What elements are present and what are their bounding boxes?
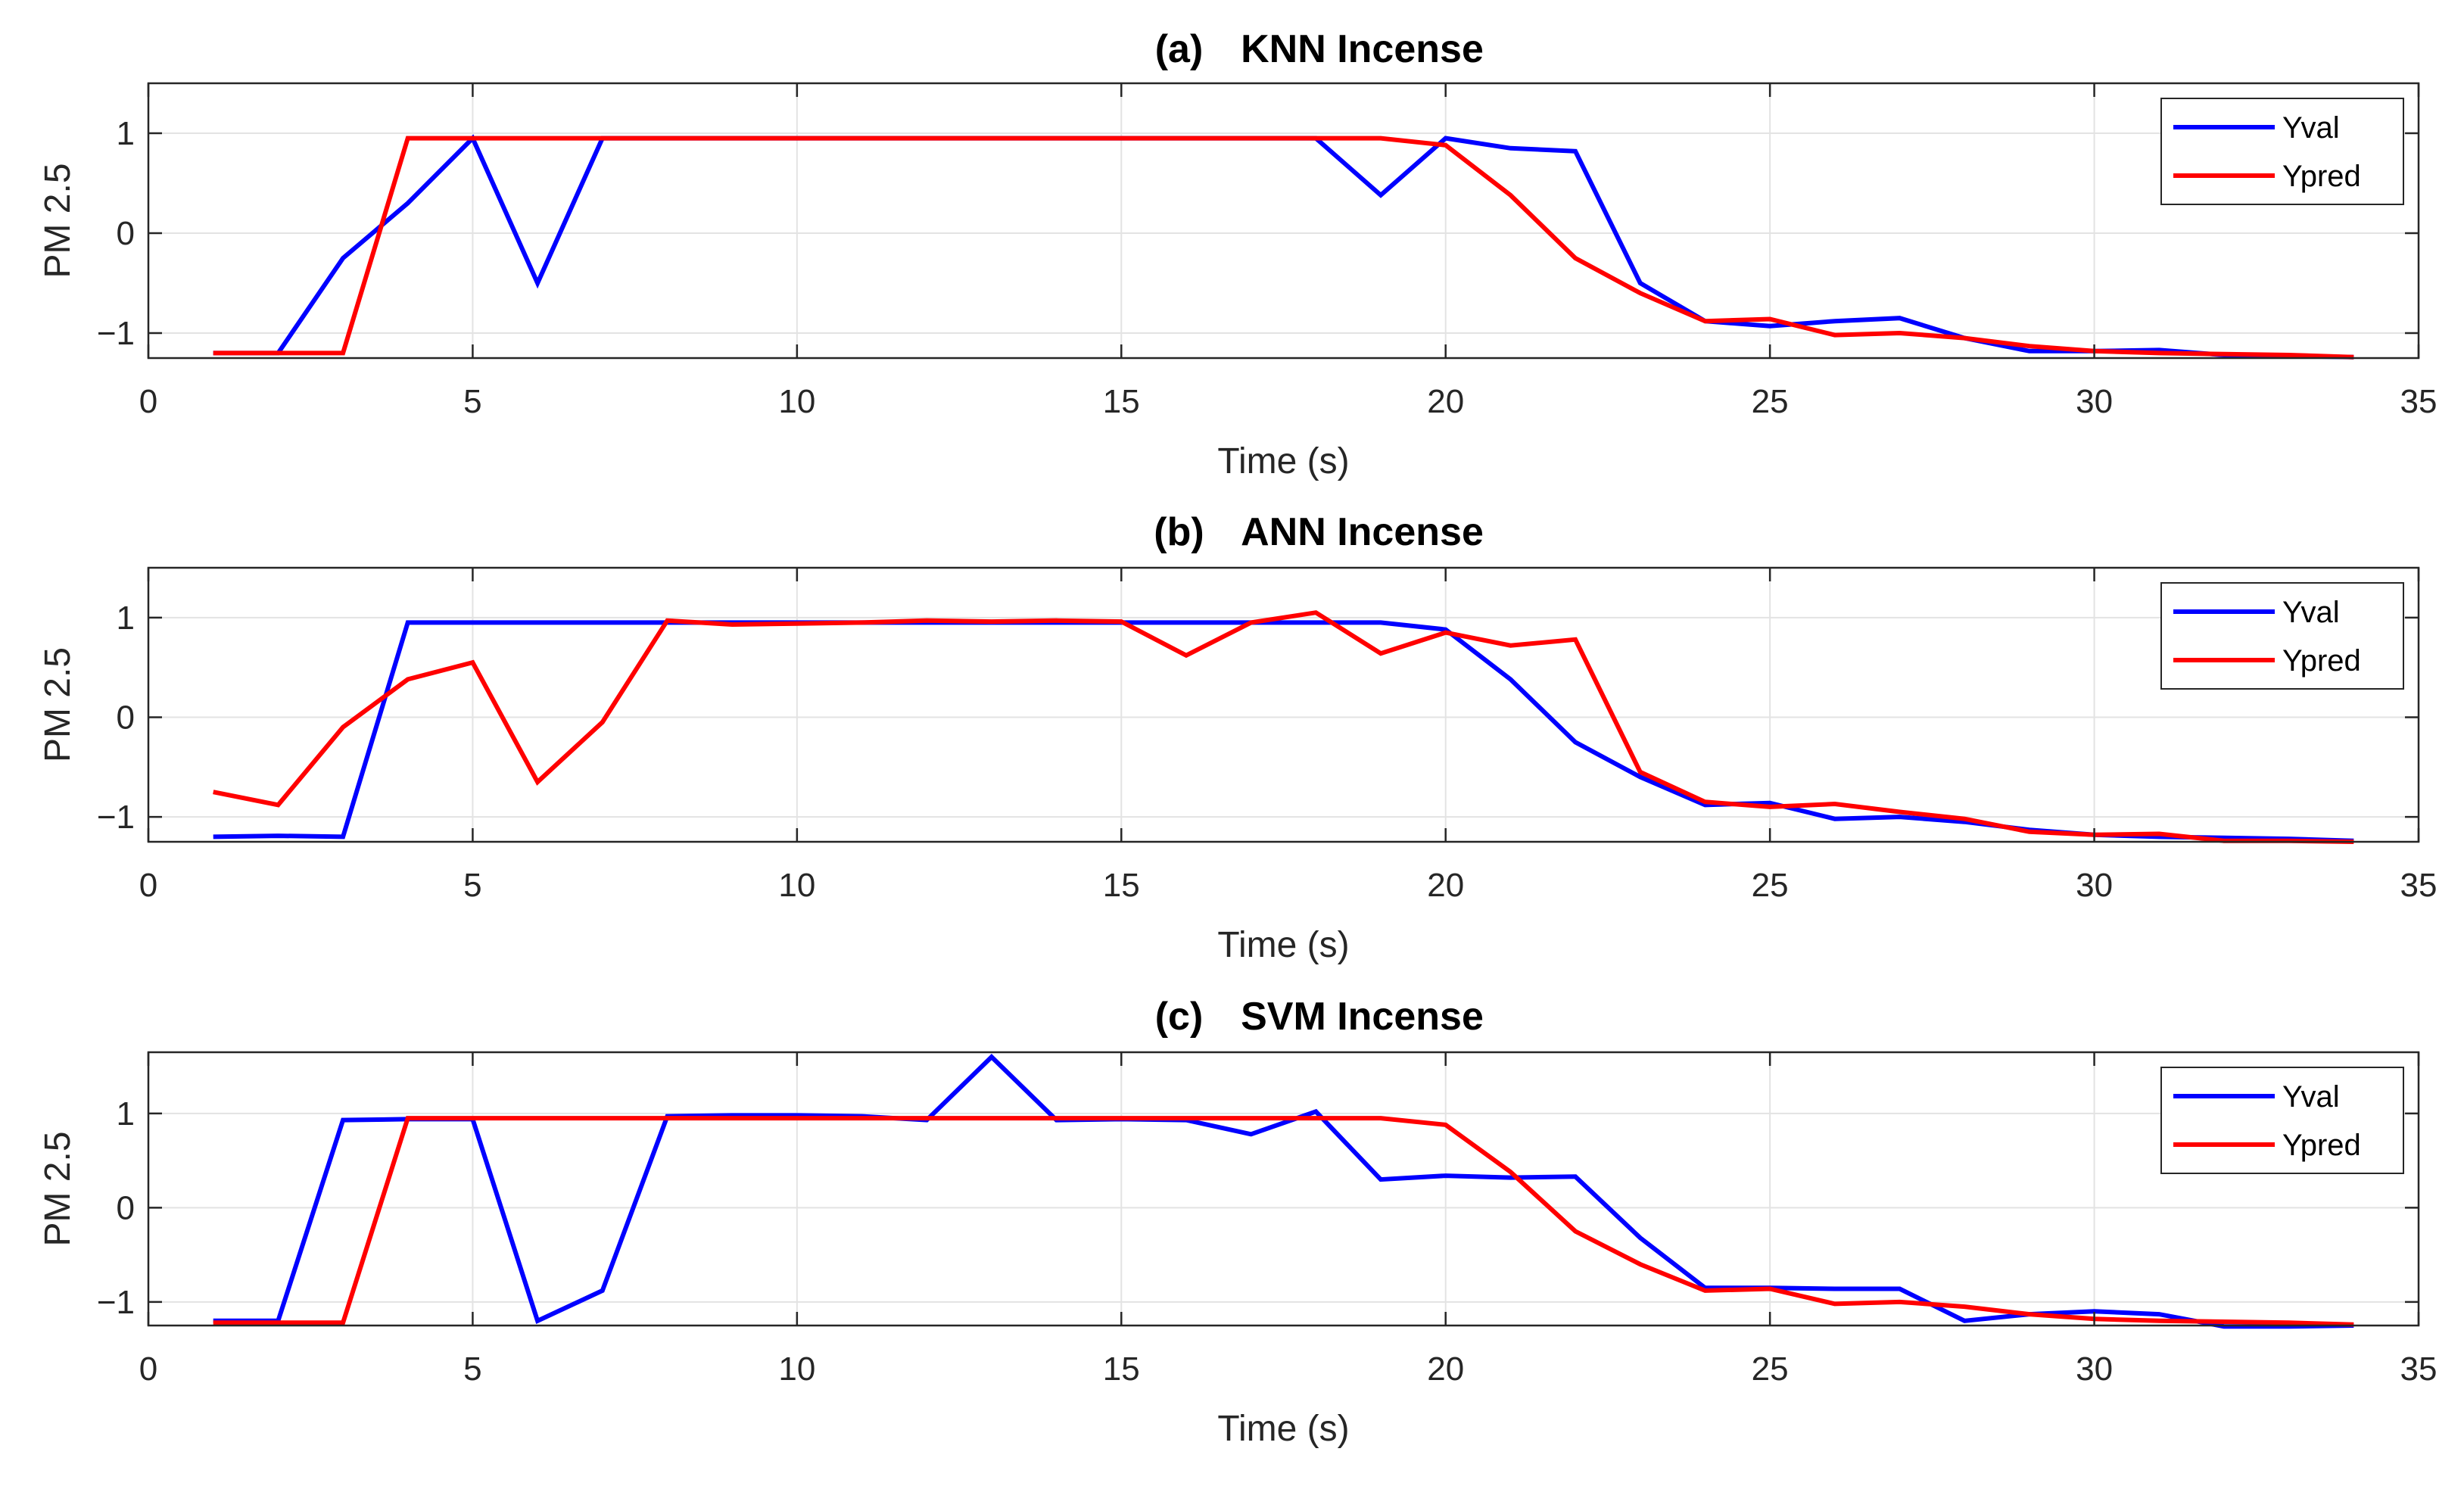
- y-tick-label: −1: [97, 315, 135, 352]
- x-tick-label: 0: [139, 383, 157, 420]
- x-tick-label: 10: [778, 383, 815, 420]
- x-tick-label: 15: [1103, 1350, 1140, 1388]
- panel-title: ANN Incense: [1241, 510, 1484, 554]
- legend-label-yval: Yval: [2282, 111, 2340, 145]
- x-axis-label: Time (s): [1217, 441, 1349, 481]
- x-tick-label: 10: [778, 867, 815, 904]
- x-tick-label: 25: [1752, 1350, 1789, 1388]
- series-line-ypred: [213, 1116, 2354, 1327]
- plot-area: [148, 83, 2419, 358]
- legend-box: [2160, 98, 2404, 205]
- panel-title: SVM Incense: [1241, 995, 1484, 1039]
- series-line-ypred: [213, 610, 2354, 844]
- y-tick-label: 1: [117, 600, 135, 637]
- legend-label-ypred: Ypred: [2282, 644, 2361, 678]
- x-tick-label: 30: [2076, 1350, 2113, 1388]
- x-tick-label: 35: [2400, 383, 2438, 420]
- panel-label: (a): [1155, 27, 1204, 71]
- x-tick-label: 5: [463, 1350, 481, 1388]
- plot-area: [148, 568, 2419, 842]
- panel-title: KNN Incense: [1241, 27, 1484, 71]
- y-axis-label: PM 2.5: [38, 647, 78, 762]
- series-line-yval: [213, 1054, 2354, 1329]
- legend-box: [2160, 1067, 2404, 1174]
- x-tick-label: 5: [463, 383, 481, 420]
- x-tick-label: 25: [1752, 383, 1789, 420]
- y-tick-label: −1: [97, 799, 135, 836]
- x-tick-label: 10: [778, 1350, 815, 1388]
- panel-label: (c): [1155, 995, 1204, 1039]
- y-tick-label: −1: [97, 1284, 135, 1321]
- x-tick-label: 15: [1103, 867, 1140, 904]
- axes-frame: [147, 1051, 2420, 1327]
- y-axis-label: PM 2.5: [38, 163, 78, 278]
- plot-area: [148, 1052, 2419, 1326]
- y-axis-label: PM 2.5: [38, 1131, 78, 1246]
- x-tick-label: 30: [2076, 383, 2113, 420]
- x-tick-label: 5: [463, 867, 481, 904]
- axes-frame: [147, 566, 2420, 843]
- series-line-ypred: [213, 136, 2354, 360]
- y-tick-label: 1: [117, 115, 135, 152]
- y-tick-label: 0: [117, 699, 135, 736]
- legend-label-yval: Yval: [2282, 1080, 2340, 1114]
- x-tick-label: 25: [1752, 867, 1789, 904]
- y-tick-label: 0: [117, 1189, 135, 1226]
- y-tick-label: 1: [117, 1095, 135, 1132]
- x-tick-label: 15: [1103, 383, 1140, 420]
- x-tick-label: 0: [139, 1350, 157, 1388]
- legend-label-ypred: Ypred: [2282, 1129, 2361, 1162]
- legend-label-yval: Yval: [2282, 596, 2340, 629]
- x-tick-label: 20: [1427, 383, 1464, 420]
- legend-box: [2160, 582, 2404, 690]
- x-axis-label: Time (s): [1217, 925, 1349, 965]
- panel-label: (b): [1154, 510, 1204, 554]
- x-tick-label: 0: [139, 867, 157, 904]
- x-tick-label: 35: [2400, 1350, 2438, 1388]
- y-tick-label: 0: [117, 215, 135, 252]
- x-tick-label: 35: [2400, 867, 2438, 904]
- x-tick-label: 30: [2076, 867, 2113, 904]
- legend-label-ypred: Ypred: [2282, 160, 2361, 193]
- x-tick-label: 20: [1427, 1350, 1464, 1388]
- axes-frame: [147, 82, 2420, 360]
- x-tick-label: 20: [1427, 867, 1464, 904]
- x-axis-label: Time (s): [1217, 1409, 1349, 1449]
